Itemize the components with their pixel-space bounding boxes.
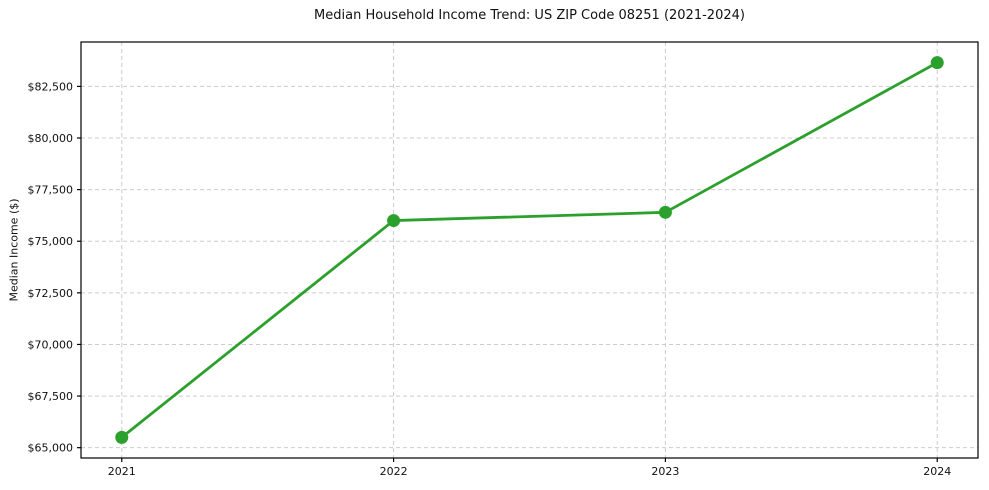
y-tick-label: $82,500	[28, 80, 74, 93]
y-tick-label: $70,000	[28, 338, 74, 351]
y-tick-label: $67,500	[28, 390, 74, 403]
data-point-2024	[930, 56, 944, 70]
x-tick-label: 2023	[651, 465, 679, 478]
chart-title: Median Household Income Trend: US ZIP Co…	[314, 8, 745, 23]
y-tick-label: $77,500	[28, 184, 74, 197]
y-tick-label: $75,000	[28, 235, 74, 248]
data-point-2021	[115, 430, 129, 444]
x-tick-label: 2021	[108, 465, 136, 478]
plot-border	[80, 41, 979, 459]
x-tick-label: 2022	[380, 465, 408, 478]
trend-line	[120, 61, 939, 439]
y-tick-label: $72,500	[28, 287, 74, 300]
data-point-2022	[387, 214, 401, 228]
x-tick-label: 2024	[923, 465, 951, 478]
y-tick-label: $80,000	[28, 132, 74, 145]
data-point-2023	[658, 205, 672, 219]
y-tick-label: $65,000	[28, 442, 74, 455]
